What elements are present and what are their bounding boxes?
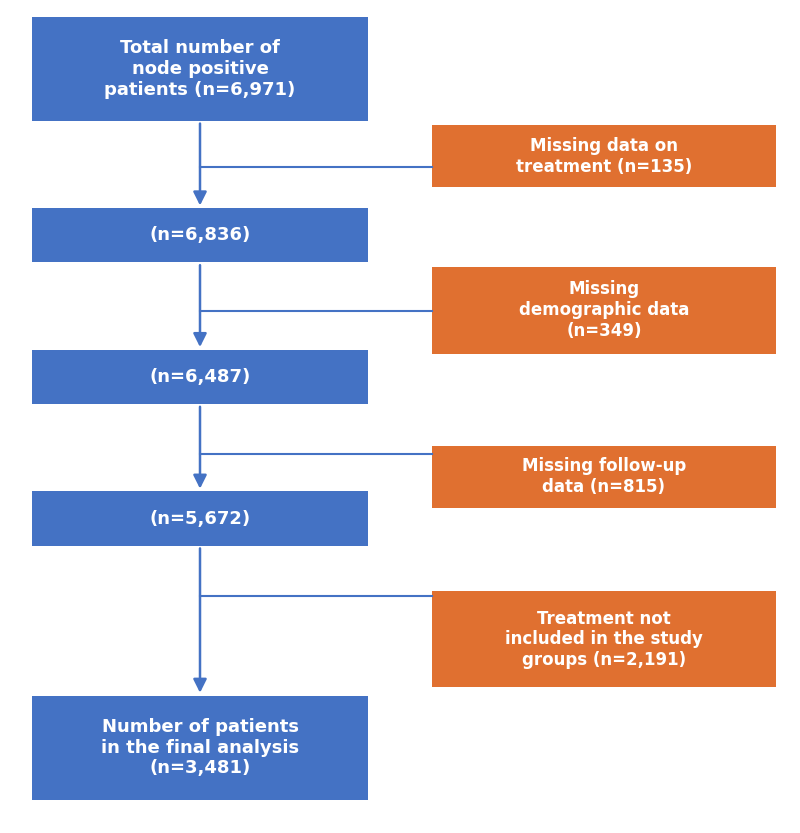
FancyBboxPatch shape xyxy=(32,350,368,404)
FancyBboxPatch shape xyxy=(32,17,368,121)
FancyBboxPatch shape xyxy=(32,491,368,546)
FancyBboxPatch shape xyxy=(32,696,368,800)
FancyBboxPatch shape xyxy=(432,591,776,687)
FancyBboxPatch shape xyxy=(432,125,776,187)
Text: Number of patients
in the final analysis
(n=3,481): Number of patients in the final analysis… xyxy=(101,718,299,777)
Text: Total number of
node positive
patients (n=6,971): Total number of node positive patients (… xyxy=(104,39,296,98)
Text: Missing data on
treatment (n=135): Missing data on treatment (n=135) xyxy=(516,137,692,176)
Text: Treatment not
included in the study
groups (n=2,191): Treatment not included in the study grou… xyxy=(505,610,703,669)
FancyBboxPatch shape xyxy=(32,208,368,262)
FancyBboxPatch shape xyxy=(432,446,776,508)
Text: Missing follow-up
data (n=815): Missing follow-up data (n=815) xyxy=(522,457,686,496)
Text: Missing
demographic data
(n=349): Missing demographic data (n=349) xyxy=(519,281,689,340)
Text: (n=6,487): (n=6,487) xyxy=(150,368,250,386)
Text: (n=5,672): (n=5,672) xyxy=(150,510,250,527)
FancyBboxPatch shape xyxy=(432,267,776,354)
Text: (n=6,836): (n=6,836) xyxy=(150,227,250,244)
